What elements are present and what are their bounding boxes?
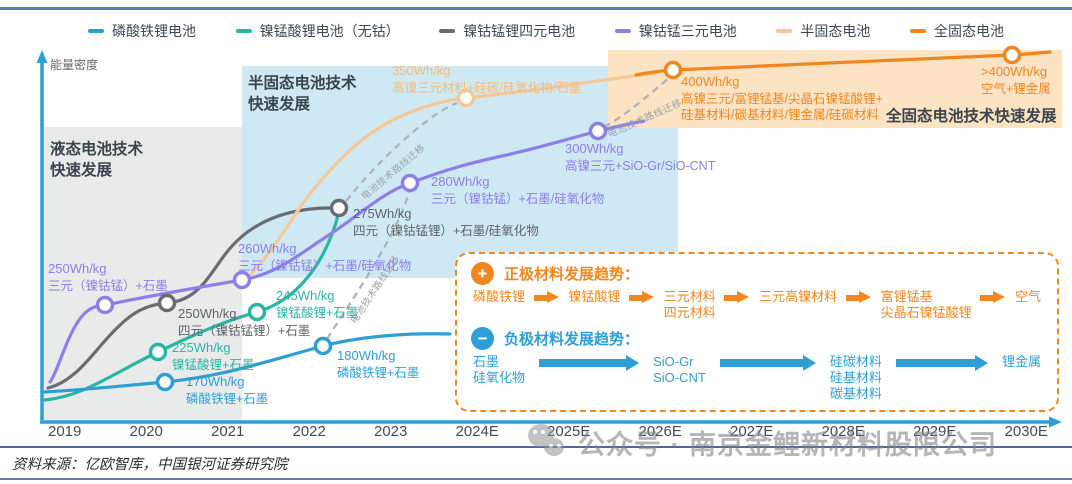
liquid-region-label: 液态电池技术 快速发展 (50, 141, 144, 179)
lmn-line-swatch (235, 29, 252, 33)
label-lmn-225: 225Wh/kg 镍锰酸锂+石墨 (172, 340, 255, 372)
legend-item-lfp: 磷酸铁锂电池 (88, 21, 196, 41)
legend-item-lmn: 镍锰酸锂电池（无钴） (235, 21, 400, 41)
y-axis-arrow-icon (36, 50, 48, 63)
tick-2021: 2021 (211, 423, 245, 440)
label-ncm-250: 250Wh/kg 三元（镍钴锰）+石墨 (48, 261, 168, 293)
bottom-divider (0, 478, 1072, 480)
top-divider (0, 7, 1072, 10)
label-solid-400: 400Wh/kg 高镍三元/富锂锰基/尖晶石镍锰酸锂+ 硅基材料/碳基材料/锂金… (681, 74, 883, 122)
label-lmn-245: 245Wh/kg 镍锰酸锂+石墨 (276, 288, 359, 320)
label-ncm-260: 260Wh/kg 三元（镍钴锰）+石墨/硅氧化物 (238, 241, 412, 273)
tick-2030e: 2030E (1004, 423, 1048, 440)
material-trends-box: + 正极材料发展趋势： 磷酸铁锂 镍锰酸锂 三元材料 四元材料 三元高镍材料 富… (455, 252, 1059, 412)
footer-divider (0, 446, 1072, 448)
legend: 磷酸铁锂电池 镍锰酸锂电池（无钴） 镍钴锰锂四元电池 镍钴锰三元电池 半固态电池… (88, 21, 1004, 41)
x-axis-arrow-icon (1049, 416, 1062, 428)
anode-trend-chain: 石墨 硅氧化物 SiO-Gr SiO-CNT 硅碳材料 硅基材料 碳基材料 锂金… (473, 353, 1041, 402)
arrow-right-icon (629, 291, 655, 304)
label-quad-250: 250Wh/kg 四元（镍钴锰锂）+石墨 (178, 306, 311, 338)
solid-state-region-label: 全固态电池技术快速发展 (886, 108, 1057, 125)
arrow-right-icon (845, 291, 872, 304)
y-axis-label: 能量密度 (50, 58, 99, 72)
arrow-right-icon (533, 291, 560, 304)
plus-icon: + (471, 262, 494, 285)
x-axis-ticks: 2019 2020 2021 2022 2023 2024E 2025E 202… (48, 423, 1048, 440)
cathode-trend-chain: 磷酸铁锂 镍锰酸锂 三元材料 四元材料 三元高镍材料 富锂锰基 尖晶石镍锰酸锂 … (473, 289, 1041, 321)
semi-solid-region-label: 半固态电池技术 快速发展 (248, 75, 357, 113)
ncm-line-swatch (614, 29, 631, 33)
label-quad-275: 275Wh/kg 四元（镍钴锰锂）+石墨/硅氧化物 (353, 206, 539, 238)
solid-line-swatch (909, 29, 926, 33)
label-ncm-280: 280Wh/kg 三元（镍钴锰）+石墨/硅氧化物 (431, 174, 605, 206)
legend-item-solid: 全固态电池 (909, 21, 1004, 41)
label-lfp-170: 170Wh/kg 磷酸铁锂+石墨 (186, 374, 269, 406)
tick-2028e: 2028E (821, 423, 865, 440)
anode-trend-title: 负极材料发展趋势： (504, 330, 640, 348)
tick-2024e: 2024E (455, 423, 499, 440)
arrow-right-icon (980, 291, 1006, 304)
lfp-line-swatch (88, 29, 104, 33)
data-point-180 (313, 336, 333, 356)
tick-2019: 2019 (48, 423, 82, 440)
tick-2027e: 2027E (730, 423, 774, 440)
label-lfp-180: 180Wh/kg 磷酸铁锂+石墨 (337, 348, 420, 380)
arrow-right-icon (719, 354, 816, 371)
arrow-right-icon (895, 354, 988, 371)
arrow-right-icon (724, 291, 750, 304)
label-solid-gt400: >400Wh/kg 空气+锂金属 (981, 64, 1051, 96)
tick-2026e: 2026E (638, 423, 682, 440)
legend-item-semi-solid: 半固态电池 (776, 21, 870, 41)
label-semi-350: 350Wh/kg 高镍三元材料+硅碳/硅氧化物/石墨 (392, 63, 582, 95)
cathode-trend-title: 正极材料发展趋势： (504, 266, 640, 283)
semi-solid-line-swatch (776, 29, 793, 33)
tick-2029e: 2029E (913, 423, 957, 440)
label-ncm-300: 300Wh/kg 高镍三元+SiO-Gr/SiO-CNT (565, 141, 716, 173)
arrow-right-icon (539, 354, 640, 371)
legend-item-ncm: 镍钴锰三元电池 (614, 21, 737, 41)
tick-2025e: 2025E (547, 423, 591, 440)
tick-2023: 2023 (374, 423, 408, 440)
tick-2020: 2020 (129, 423, 163, 440)
quad-line-swatch (439, 29, 456, 33)
minus-icon: − (471, 326, 494, 350)
legend-item-quad: 镍钴锰锂四元电池 (439, 21, 575, 41)
source-note: 资料来源：亿欧智库，中国银河证券研究院 (12, 457, 288, 473)
tick-2022: 2022 (292, 423, 326, 440)
